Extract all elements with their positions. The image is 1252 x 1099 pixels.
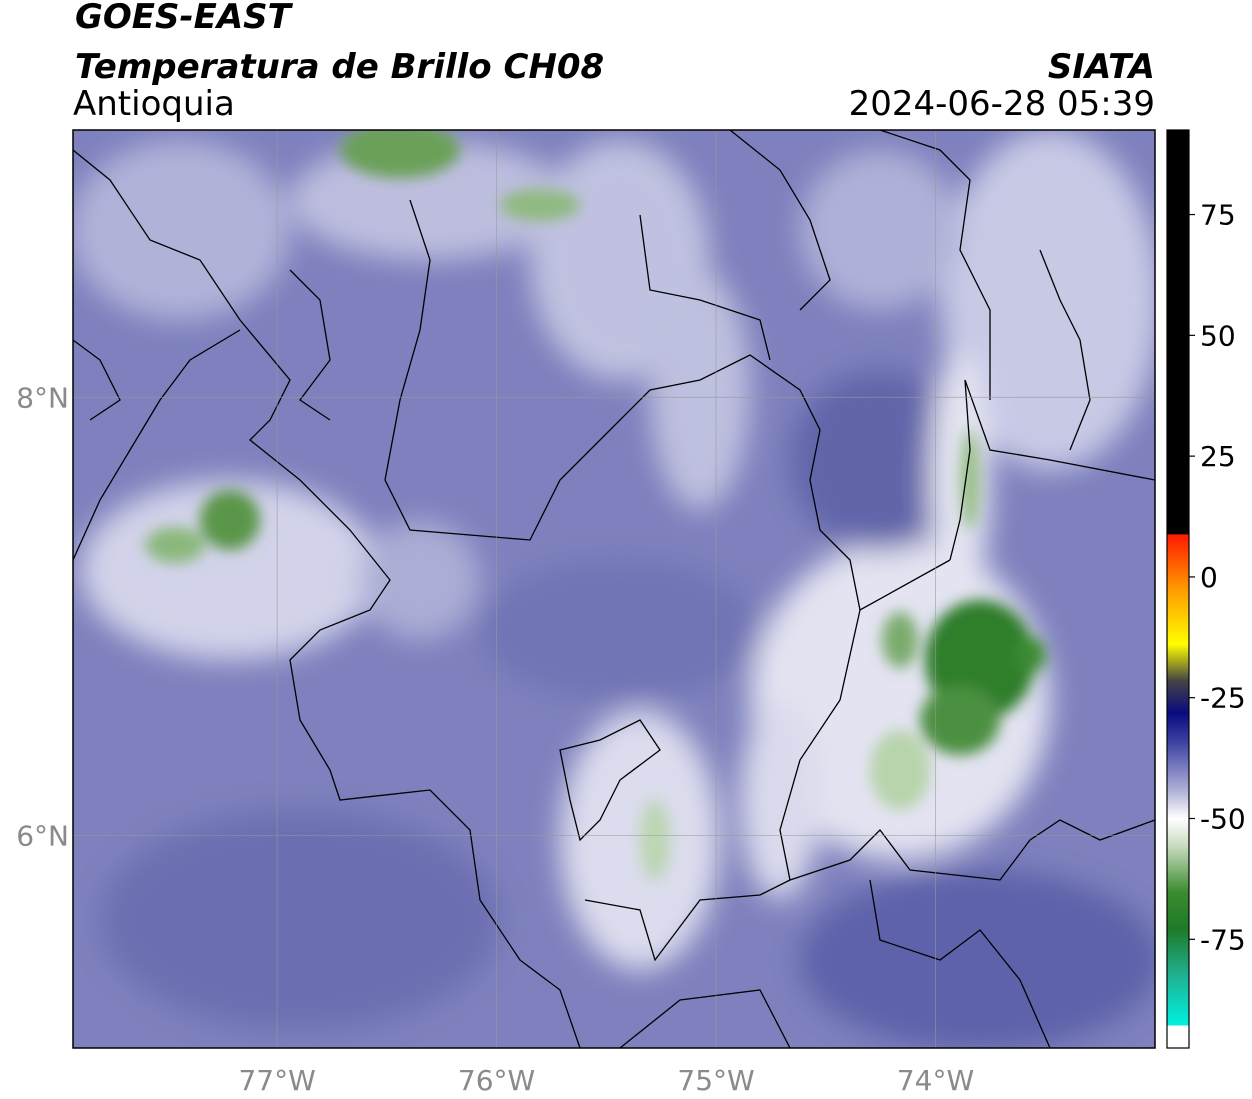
title: GOES-EAST <box>75 0 294 37</box>
colorbar-tick-label: 0 <box>1200 561 1218 594</box>
x-tick-label: 75°W <box>677 1064 754 1097</box>
x-tick-label: 74°W <box>897 1064 974 1097</box>
satellite-image <box>73 130 1155 1048</box>
map-frame <box>72 129 1156 1049</box>
datetime: 2024-06-28 05:39 <box>849 84 1155 124</box>
colorbar-tick-label: -50 <box>1200 803 1246 836</box>
y-tick-label: 6°N <box>16 819 69 852</box>
colorbar-tick-label: -75 <box>1200 923 1246 956</box>
colorbar-tick-label: 75 <box>1200 199 1236 232</box>
region: Antioquia <box>73 84 235 124</box>
source: SIATA <box>1048 47 1155 87</box>
grid <box>73 130 1155 1048</box>
colorbar-tick-label: -25 <box>1200 682 1246 715</box>
x-tick-label: 76°W <box>458 1064 535 1097</box>
colorbar-tick-label: 25 <box>1200 440 1236 473</box>
x-tick-label: 77°W <box>238 1064 315 1097</box>
y-tick-label: 8°N <box>16 381 69 414</box>
colorbar <box>1166 129 1190 1049</box>
subtitle: Temperatura de Brillo CH08 <box>75 47 604 87</box>
colorbar-tick-label: 50 <box>1200 319 1236 352</box>
